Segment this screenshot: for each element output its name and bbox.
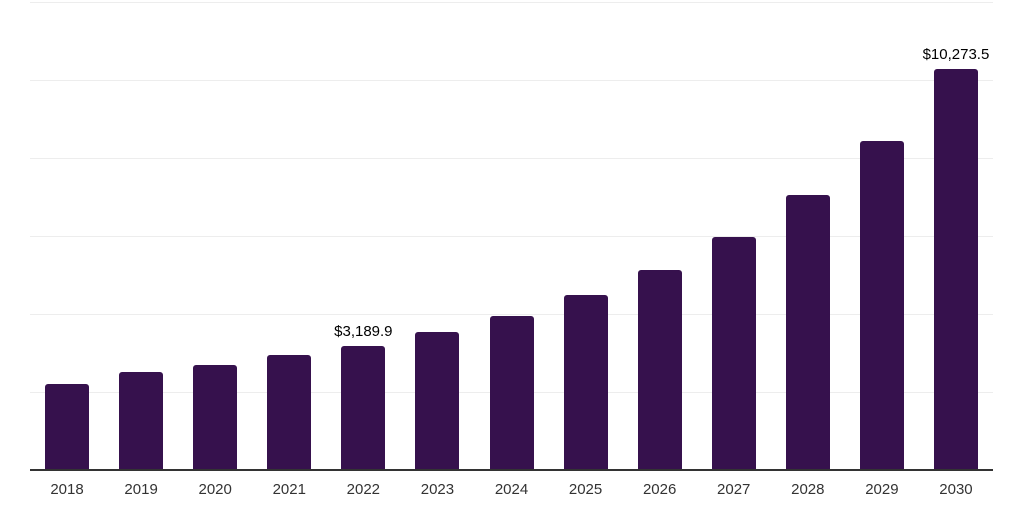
x-tick-2030: 2030 [939,481,973,498]
x-tick-2023: 2023 [420,481,455,498]
bar-2021 [267,354,312,470]
data-label-2022: $3,189.9 [334,322,393,340]
x-tick-2028: 2028 [791,481,825,498]
x-tick-2025: 2025 [568,481,603,498]
bar-2022 [341,345,386,470]
x-tick-2026: 2026 [642,481,677,498]
x-tick-2024: 2024 [494,481,529,498]
bar-2018 [45,384,90,470]
bar-2029 [859,141,904,470]
x-tick-2027: 2027 [717,481,751,498]
x-tick-2022: 2022 [346,481,381,498]
bar-2026 [637,270,682,470]
x-tick-2019: 2019 [124,481,158,498]
x-tick-2021: 2021 [272,481,306,498]
bar-2020 [193,364,238,470]
x-tick-2020: 2020 [198,481,232,498]
gridline-10000 [30,80,993,81]
x-tick-2018: 2018 [50,481,84,498]
bar-2024 [489,315,534,470]
gridline-8000 [30,158,993,159]
x-axis-line [30,469,993,471]
x-tick-2029: 2029 [865,481,899,498]
bar-2019 [119,371,164,470]
bar-2028 [785,195,830,470]
bar-2025 [563,295,608,470]
data-label-2030: $10,273.5 [922,46,990,64]
bar-2030 [933,69,978,470]
bar-2027 [711,237,756,470]
bar-2023 [415,331,460,470]
gridline-4000 [30,314,993,315]
gridline-12000 [30,2,993,3]
gridline-6000 [30,236,993,237]
